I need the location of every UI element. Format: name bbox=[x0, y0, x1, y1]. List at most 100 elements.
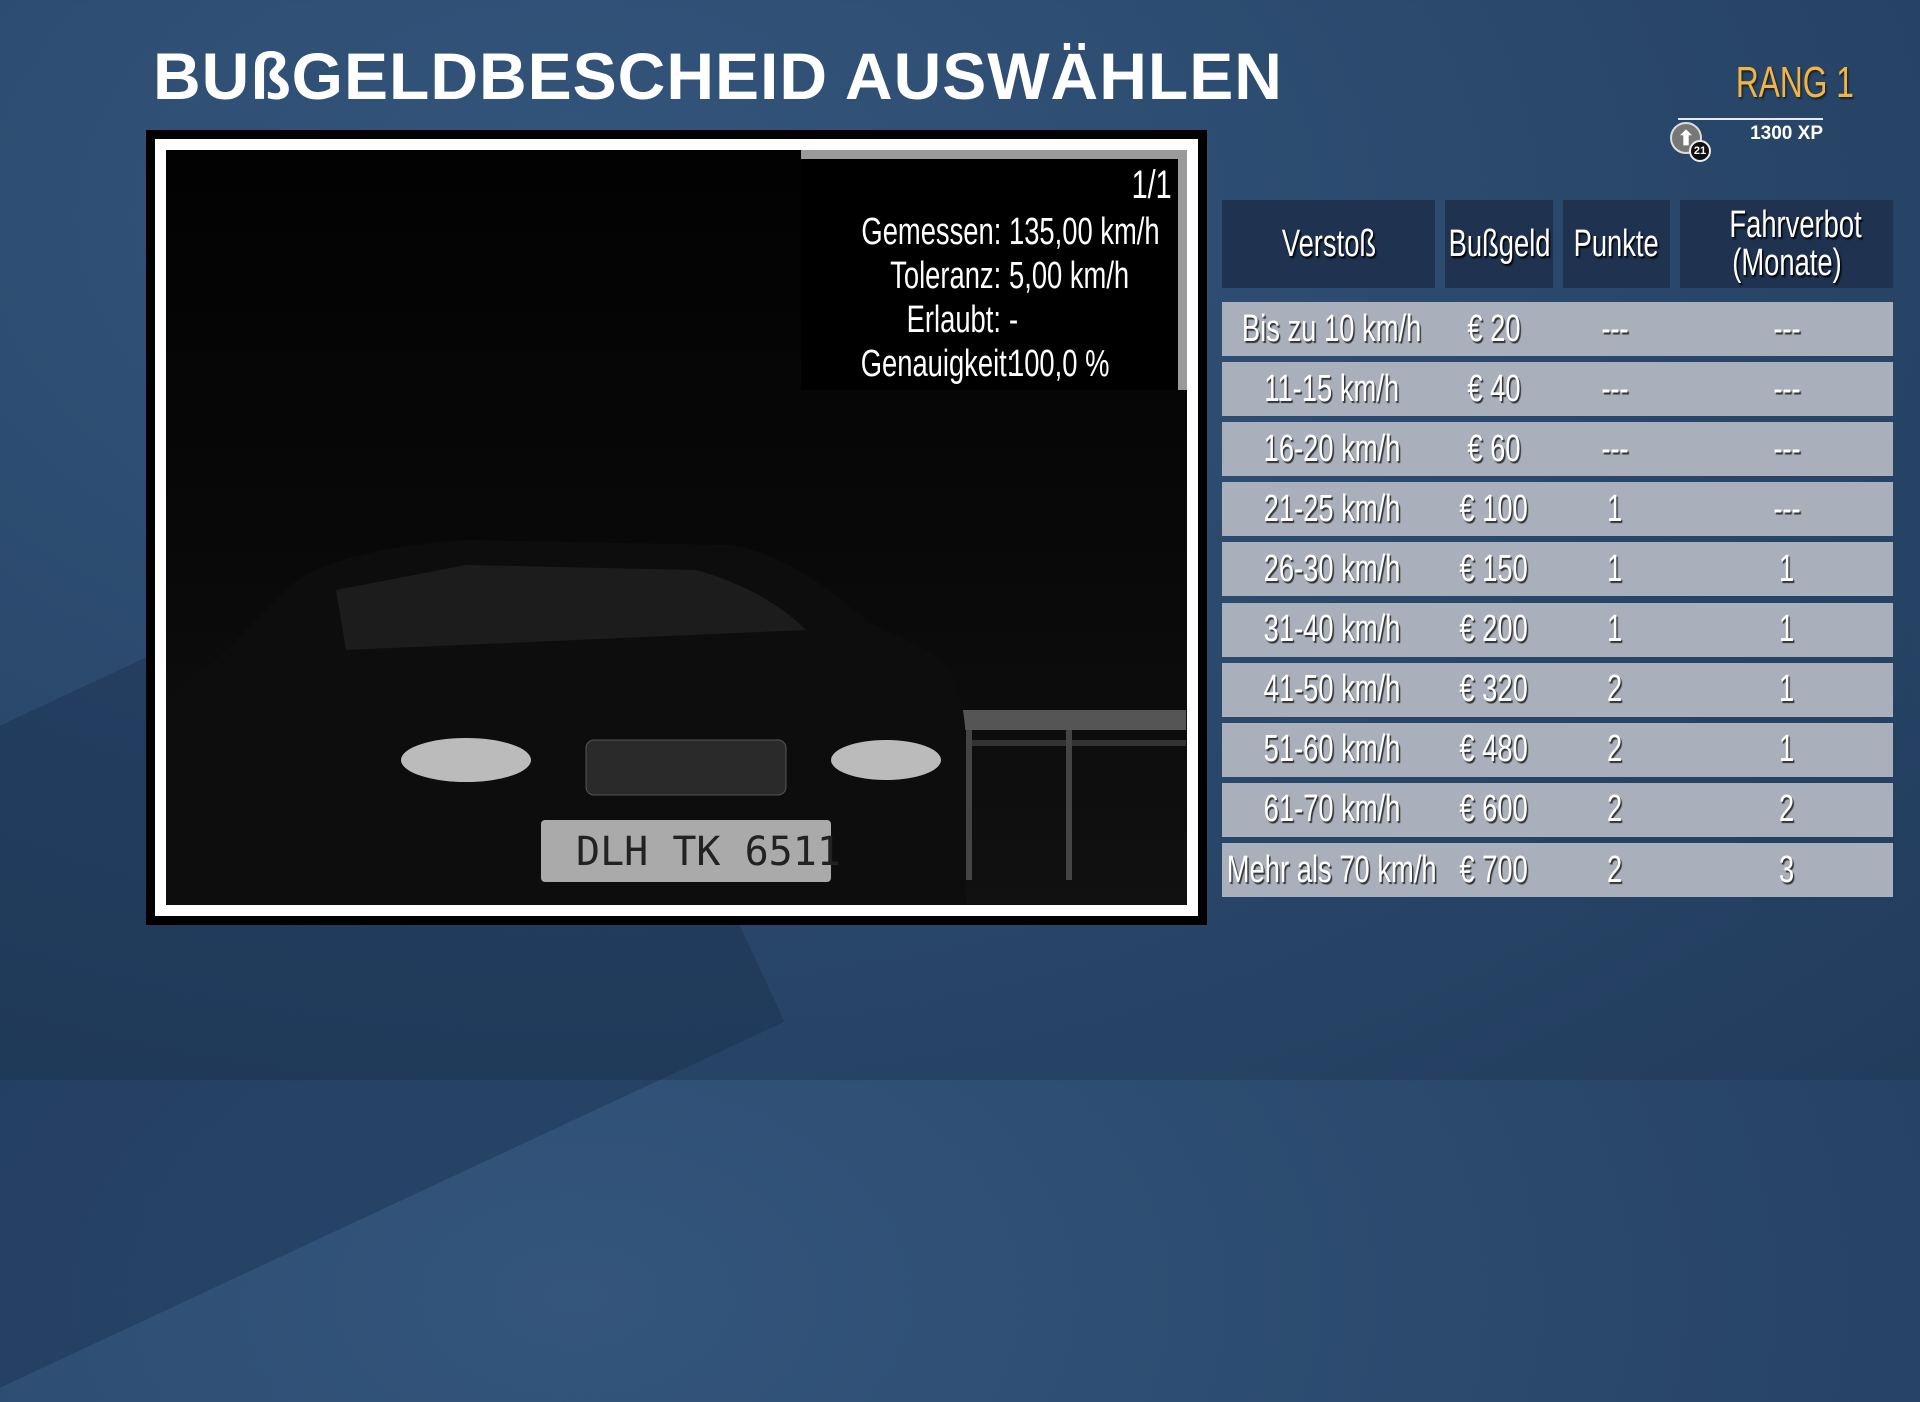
fine-cell: € 200 bbox=[1434, 603, 1554, 657]
text: Genauigkeit: bbox=[860, 343, 1015, 385]
text: 2 bbox=[1607, 728, 1623, 771]
fine-cell: 2 bbox=[1560, 783, 1670, 837]
header-punkte: Punkte bbox=[1563, 200, 1670, 288]
text: --- bbox=[1601, 367, 1629, 410]
fine-cell: --- bbox=[1560, 422, 1670, 476]
car-image: DLH TK 6511 bbox=[166, 540, 1186, 905]
page-title: BUßGELDBESCHEID AUSWÄHLEN bbox=[153, 39, 1283, 113]
measurement-label: Erlaubt: bbox=[801, 299, 1001, 342]
fine-cell: 41-50 km/h bbox=[1222, 663, 1442, 717]
fine-cell: € 480 bbox=[1434, 723, 1554, 777]
text: € 200 bbox=[1459, 608, 1529, 651]
fine-cell: 2 bbox=[1560, 723, 1670, 777]
fine-row[interactable]: 61-70 km/h € 600 2 2 bbox=[1222, 782, 1893, 837]
text: € 320 bbox=[1459, 668, 1529, 711]
fine-row[interactable]: 26-30 km/h € 150 1 1 bbox=[1222, 542, 1893, 597]
text: 11-15 km/h bbox=[1264, 367, 1400, 410]
xp-divider bbox=[1678, 118, 1823, 120]
measurement-value: 5,00 km/h bbox=[1009, 255, 1176, 298]
text: Gemessen: bbox=[861, 211, 1001, 253]
text: --- bbox=[1601, 307, 1629, 350]
text: € 600 bbox=[1459, 788, 1529, 831]
fine-cell: Bis zu 10 km/h bbox=[1222, 302, 1442, 356]
fine-cell: 21-25 km/h bbox=[1222, 482, 1442, 536]
speed-camera-photo-frame: DLH TK 6511 1/1 Gemessen: 135,00 km/h Tole… bbox=[146, 130, 1207, 925]
measurement-label: Genauigkeit: bbox=[801, 343, 1015, 386]
text: 2 bbox=[1607, 788, 1623, 831]
license-plate: DLH TK 6511 bbox=[576, 829, 841, 875]
fine-cell: Mehr als 70 km/h bbox=[1222, 843, 1442, 897]
fine-cell: 1 bbox=[1680, 603, 1893, 657]
text: 26-30 km/h bbox=[1263, 547, 1401, 590]
text: € 40 bbox=[1467, 367, 1521, 410]
header-fahrverbot: Fahrverbot (Monate) bbox=[1680, 200, 1893, 288]
text: Bis zu 10 km/h bbox=[1242, 307, 1422, 350]
fine-cell: 51-60 km/h bbox=[1222, 723, 1442, 777]
text: 5,00 km/h bbox=[1009, 255, 1130, 297]
text: 1 bbox=[1778, 547, 1795, 590]
measurement-value: - bbox=[1009, 299, 1022, 342]
fine-row[interactable]: Bis zu 10 km/h € 20 --- --- bbox=[1222, 302, 1893, 356]
text: 3 bbox=[1778, 848, 1795, 891]
fine-row[interactable]: 41-50 km/h € 320 2 1 bbox=[1222, 662, 1893, 717]
xp-value: 1300 XP bbox=[1750, 123, 1823, 144]
fine-cell: 31-40 km/h bbox=[1222, 603, 1442, 657]
fine-cell: € 60 bbox=[1434, 422, 1554, 476]
text: 1 bbox=[1607, 487, 1623, 530]
text: € 100 bbox=[1459, 487, 1529, 530]
fine-row[interactable]: 11-15 km/h € 40 --- --- bbox=[1222, 362, 1893, 417]
fine-cell: 3 bbox=[1680, 843, 1893, 897]
text: 21-25 km/h bbox=[1263, 487, 1401, 530]
measurement-value: 135,00 km/h bbox=[1009, 211, 1187, 254]
text: Verstoß bbox=[1281, 223, 1376, 265]
fine-cell: --- bbox=[1680, 422, 1893, 476]
text: 2 bbox=[1607, 668, 1623, 711]
fine-row[interactable]: 21-25 km/h € 100 1 --- bbox=[1222, 482, 1893, 537]
fine-cell: --- bbox=[1560, 302, 1670, 356]
measurement-value: 100,0 % bbox=[1009, 343, 1148, 386]
text: 1 bbox=[1607, 608, 1623, 651]
fine-cell: € 40 bbox=[1434, 362, 1554, 416]
fine-cell: 2 bbox=[1560, 663, 1670, 717]
text: 1 bbox=[1607, 547, 1623, 590]
fine-cell: 1 bbox=[1560, 603, 1670, 657]
text: 2 bbox=[1607, 848, 1623, 891]
fine-cell: 2 bbox=[1680, 783, 1893, 837]
text: --- bbox=[1772, 427, 1801, 470]
measurement-label: Gemessen: bbox=[801, 211, 1001, 254]
fine-cell: 11-15 km/h bbox=[1222, 362, 1442, 416]
rank-badge: 21 bbox=[1689, 140, 1711, 162]
fine-row[interactable]: 51-60 km/h € 480 2 1 bbox=[1222, 722, 1893, 777]
text: € 700 bbox=[1459, 848, 1529, 891]
header-verstoss: Verstoß bbox=[1222, 200, 1435, 288]
speed-camera-photo[interactable]: DLH TK 6511 1/1 Gemessen: 135,00 km/h Tole… bbox=[166, 150, 1187, 905]
text: --- bbox=[1772, 307, 1801, 350]
text: 1 bbox=[1778, 668, 1795, 711]
fine-row[interactable]: 16-20 km/h € 60 --- --- bbox=[1222, 422, 1893, 477]
text: 1/1 bbox=[1131, 163, 1172, 207]
fine-row[interactable]: 31-40 km/h € 200 1 1 bbox=[1222, 602, 1893, 657]
text: € 480 bbox=[1459, 728, 1529, 771]
text: 61-70 km/h bbox=[1263, 788, 1401, 831]
text: Fahrverbot (Monate) bbox=[1728, 204, 1862, 284]
text: 16-20 km/h bbox=[1263, 427, 1401, 470]
fine-cell: 26-30 km/h bbox=[1222, 542, 1442, 596]
text: 51-60 km/h bbox=[1263, 728, 1401, 771]
text: 2 bbox=[1778, 788, 1795, 831]
fine-row[interactable]: Mehr als 70 km/h € 700 2 3 bbox=[1222, 843, 1893, 898]
text: --- bbox=[1772, 487, 1801, 530]
fine-cell: 1 bbox=[1680, 723, 1893, 777]
text: 41-50 km/h bbox=[1263, 668, 1401, 711]
fine-cell: 61-70 km/h bbox=[1222, 783, 1442, 837]
text: RANG 1 bbox=[1735, 58, 1854, 107]
rank-label: RANG 1 bbox=[1690, 58, 1854, 108]
text: 100,0 % bbox=[1009, 343, 1110, 385]
fine-cell: € 600 bbox=[1434, 783, 1554, 837]
fine-cell: € 700 bbox=[1434, 843, 1554, 897]
measurement-label: Toleranz: bbox=[801, 255, 1001, 298]
text: Toleranz: bbox=[889, 255, 1001, 297]
text: - bbox=[1009, 299, 1019, 341]
text: 1 bbox=[1778, 728, 1795, 771]
text: Mehr als 70 km/h bbox=[1227, 848, 1437, 891]
fine-cell: --- bbox=[1680, 482, 1893, 536]
